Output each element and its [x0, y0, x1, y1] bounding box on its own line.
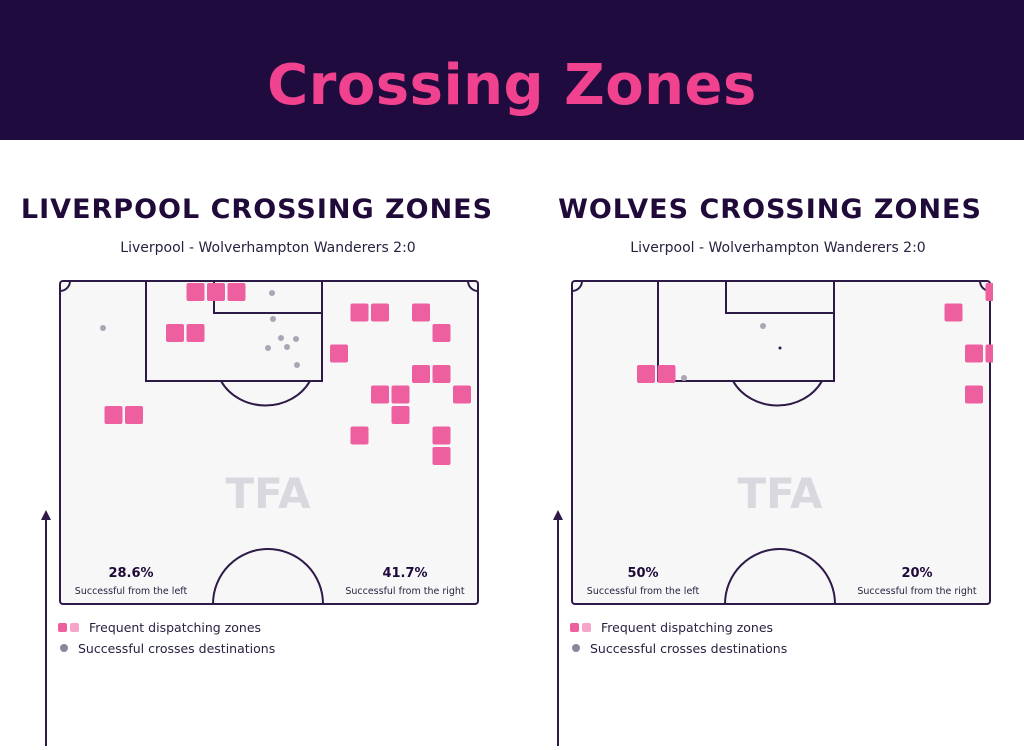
- dispatching-zone-cell: [371, 385, 389, 404]
- left-stat-label: Successful from the left: [587, 586, 700, 597]
- legend-zones: Frequent dispatching zones: [58, 618, 261, 636]
- right-stat-label: Successful from the right: [857, 586, 977, 597]
- dispatching-zone-cell: [227, 283, 246, 301]
- legend-destination-dot: [572, 644, 580, 652]
- cross-destination-point: [269, 290, 275, 296]
- dispatching-zone-cell: [186, 283, 205, 301]
- legend-destination-dot: [60, 644, 68, 652]
- legend-zone-swatch: [58, 622, 67, 632]
- header-banner: Crossing Zones: [0, 0, 1024, 140]
- watermark: TFA: [737, 469, 823, 518]
- cross-destination-point: [100, 325, 106, 331]
- legend-destinations-label: Successful crosses destinations: [590, 640, 788, 656]
- right-stat-value: 41.7%: [382, 566, 427, 581]
- pitch-chart: TFA 50% Successful from the left 20% Suc…: [571, 280, 993, 605]
- dispatching-zone-cell: [453, 385, 471, 404]
- dispatching-zone-cell: [391, 385, 410, 404]
- dispatching-zone-cell: [432, 324, 451, 342]
- cross-destination-point: [278, 335, 284, 341]
- dispatching-zone-cell: [207, 283, 225, 301]
- dispatching-zone-cell: [944, 303, 963, 322]
- dispatching-zone-cell: [350, 426, 369, 445]
- dispatching-zone-cell: [432, 426, 451, 445]
- left-stat-value: 50%: [627, 566, 658, 581]
- dispatching-zone-cell: [104, 406, 123, 424]
- dispatching-zone-cell: [350, 303, 369, 322]
- dispatching-zone-cell: [391, 406, 410, 424]
- attack-direction-arrow: [41, 510, 51, 746]
- dispatching-zone-cell: [965, 385, 983, 404]
- cross-destination-point: [270, 316, 276, 322]
- dispatching-zone-cell: [186, 324, 205, 342]
- destinations: [681, 323, 766, 381]
- dispatching-zone-cell: [985, 283, 993, 301]
- dispatching-zone-cell: [371, 303, 389, 322]
- dispatching-zone-cell: [637, 365, 655, 383]
- legend-zones-label: Frequent dispatching zones: [601, 619, 774, 635]
- right-stat-label: Successful from the right: [345, 586, 465, 597]
- cross-destination-point: [265, 345, 271, 351]
- dispatching-zone-cell: [412, 365, 430, 383]
- dispatching-zone-cell: [657, 365, 676, 383]
- legend-zone-swatch-light: [70, 622, 79, 632]
- team-title: LIVERPOOL CROSSING ZONES: [20, 194, 494, 225]
- dispatching-zones: [104, 283, 471, 465]
- match-subtitle: Liverpool - Wolverhampton Wanderers 2:0: [120, 240, 416, 256]
- cross-destination-point: [284, 344, 290, 350]
- liverpool-panel: LIVERPOOL CROSSING ZONES Liverpool - Wol…: [0, 140, 512, 746]
- cross-destination-point: [293, 336, 299, 342]
- dispatching-zone-cell: [330, 344, 348, 363]
- dispatching-zone-cell: [432, 365, 451, 383]
- team-title: WOLVES CROSSING ZONES: [558, 194, 982, 225]
- cross-destination-point: [294, 362, 300, 368]
- legend-zones-label: Frequent dispatching zones: [89, 619, 262, 635]
- dispatching-zone-cell: [965, 344, 983, 363]
- dispatching-zone-cell: [412, 303, 430, 322]
- dispatching-zone-cell: [432, 447, 451, 465]
- dispatching-zone-cell: [166, 324, 184, 342]
- right-stat-value: 20%: [901, 566, 932, 581]
- dispatching-zone-cell: [125, 406, 143, 424]
- match-subtitle: Liverpool - Wolverhampton Wanderers 2:0: [630, 240, 926, 256]
- dispatching-zone-cell: [985, 344, 993, 363]
- legend-destinations: Successful crosses destinations: [570, 639, 787, 657]
- wolves-panel: WOLVES CROSSING ZONES Liverpool - Wolver…: [512, 140, 1024, 746]
- page-title: Crossing Zones: [267, 53, 757, 118]
- legend-zones: Frequent dispatching zones: [570, 618, 773, 636]
- legend-zone-swatch: [570, 622, 579, 632]
- cross-destination-point: [760, 323, 766, 329]
- attack-direction-arrow: [553, 510, 563, 746]
- left-stat-value: 28.6%: [108, 566, 153, 581]
- legend-destinations-label: Successful crosses destinations: [78, 640, 276, 656]
- left-stat-label: Successful from the left: [75, 586, 188, 597]
- dispatching-zones: [637, 283, 993, 404]
- legend-zone-swatch-light: [582, 622, 591, 632]
- legend-destinations: Successful crosses destinations: [58, 639, 275, 657]
- watermark: TFA: [225, 469, 311, 518]
- cross-destination-point: [681, 375, 687, 381]
- destinations: [100, 290, 300, 368]
- pitch-chart: TFA 28.6% Successful from the left 41.7%…: [59, 280, 479, 605]
